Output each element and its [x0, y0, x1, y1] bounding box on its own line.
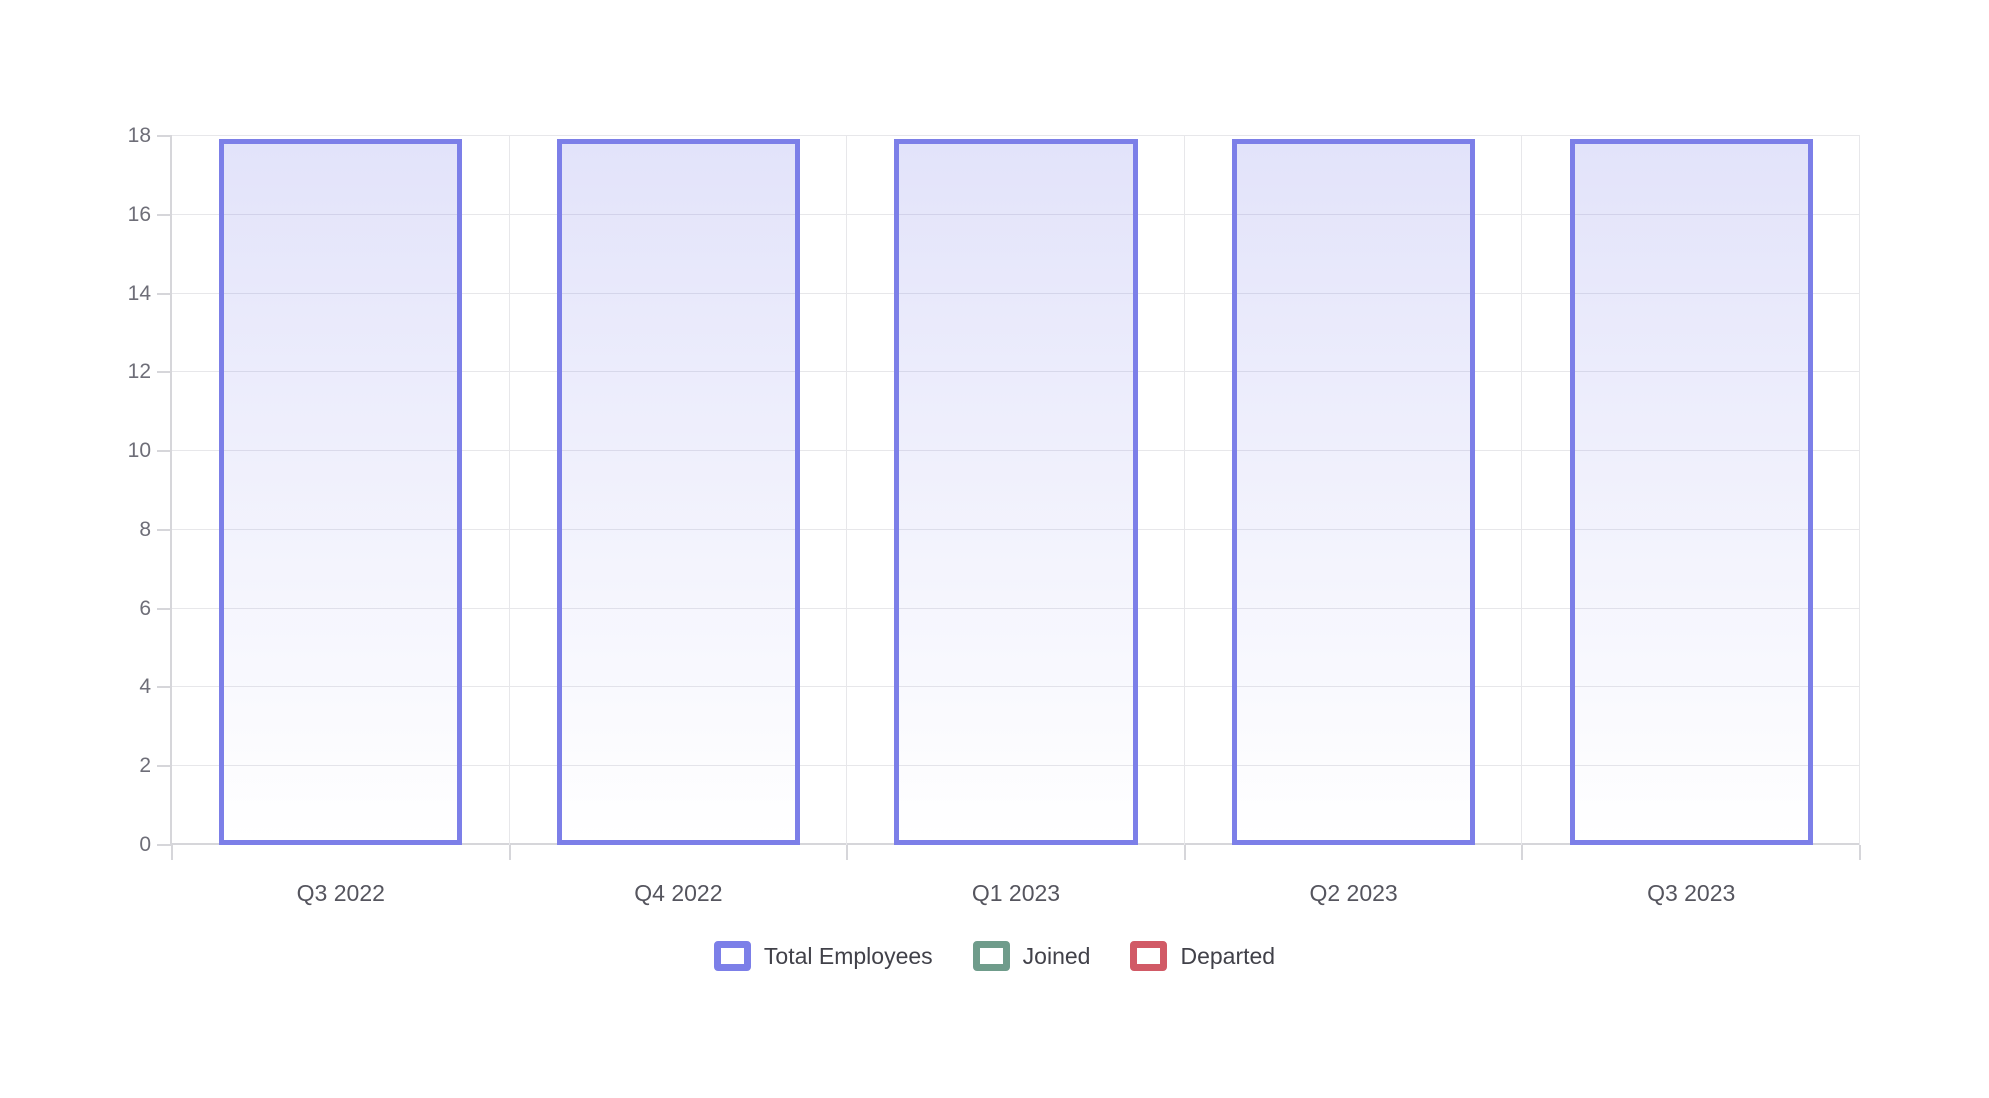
y-axis-tick	[157, 292, 172, 295]
x-axis-tick	[1521, 845, 1524, 860]
y-axis-label: 6	[139, 596, 151, 620]
gridline-horizontal	[172, 450, 1860, 452]
total-employees-swatch-icon	[713, 941, 751, 971]
bar-total-employees-q4-2022[interactable]	[556, 139, 800, 845]
joined-swatch-icon	[972, 941, 1010, 971]
x-axis-label: Q3 2022	[296, 880, 385, 906]
y-axis-tick	[157, 765, 172, 768]
gridline-vertical	[1521, 136, 1523, 845]
gridline-vertical	[1859, 136, 1860, 845]
y-axis-label: 4	[139, 675, 151, 699]
y-axis-label: 12	[127, 360, 151, 384]
y-axis-tick	[157, 686, 172, 689]
legend-item-total-employees[interactable]: Total Employees	[713, 941, 933, 971]
y-axis-tick	[157, 844, 172, 846]
gridline-horizontal	[172, 528, 1860, 530]
x-axis-tick	[846, 845, 849, 860]
y-axis-line	[170, 136, 172, 845]
x-axis-tick	[508, 845, 511, 860]
legend-label: Total Employees	[763, 943, 933, 969]
gridline-vertical	[508, 136, 510, 845]
gridline-vertical	[1183, 136, 1185, 845]
y-axis-tick	[157, 607, 172, 610]
x-axis-tick	[1859, 845, 1861, 860]
y-axis-label: 14	[127, 281, 151, 305]
legend-label: Departed	[1180, 943, 1276, 969]
gridline-vertical	[846, 136, 848, 845]
legend-item-joined[interactable]: Joined	[972, 941, 1091, 971]
x-axis-label: Q2 2023	[1309, 880, 1398, 906]
y-axis-label: 10	[127, 439, 151, 463]
departed-swatch-icon	[1130, 941, 1168, 971]
y-axis-tick	[157, 528, 172, 531]
gridline-horizontal	[172, 213, 1860, 215]
y-axis-tick	[157, 450, 172, 453]
y-axis-tick	[157, 213, 172, 216]
x-axis-label: Q1 2023	[971, 880, 1061, 906]
plot-area	[170, 135, 1860, 845]
x-axis-label: Q3 2023	[1647, 880, 1736, 906]
bar-total-employees-q1-2023[interactable]	[894, 139, 1138, 845]
y-axis-label: 16	[127, 202, 151, 226]
gridline-horizontal	[172, 135, 1860, 136]
gridline-horizontal	[172, 607, 1860, 609]
bar-total-employees-q2-2023[interactable]	[1232, 139, 1476, 845]
y-axis-label: 18	[127, 124, 151, 147]
x-axis-label: Q4 2022	[634, 880, 723, 906]
bar-total-employees-q3-2022[interactable]	[219, 139, 463, 845]
legend-item-departed[interactable]: Departed	[1130, 941, 1275, 971]
gridline-horizontal	[172, 292, 1860, 294]
x-axis-tick	[1183, 845, 1186, 860]
legend: Total Employees Joined Departed	[0, 941, 1989, 971]
gridline-horizontal	[172, 686, 1860, 688]
y-axis-label: 8	[139, 517, 151, 541]
gridline-horizontal	[172, 371, 1860, 373]
y-axis-tick	[157, 371, 172, 374]
y-axis-label: 0	[139, 833, 151, 856]
legend-label: Joined	[1022, 943, 1091, 969]
gridline-horizontal	[172, 765, 1860, 767]
x-axis-tick	[171, 845, 173, 860]
y-axis-label: 2	[139, 754, 151, 778]
y-axis-tick	[157, 135, 172, 137]
bar-total-employees-q3-2023[interactable]	[1569, 139, 1813, 845]
